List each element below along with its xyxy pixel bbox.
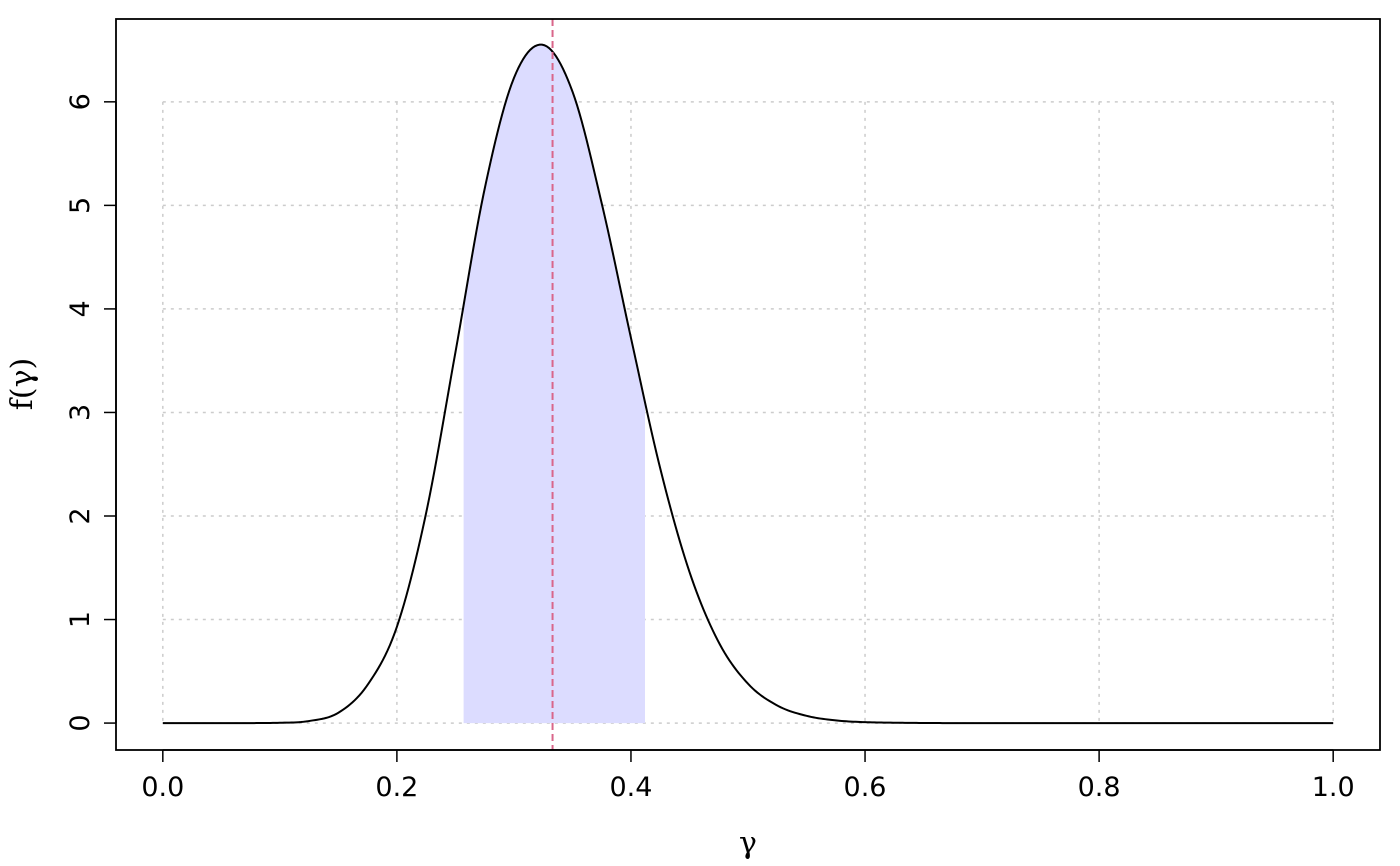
x-axis: 0.0 0.2 0.4 0.6 0.8 1.0	[141, 749, 1355, 803]
y-tick-label-6: 6	[65, 93, 96, 110]
x-tick-label-3: 0.6	[844, 772, 887, 803]
y-tick-label-4: 4	[65, 300, 96, 317]
y-tick-label-1: 1	[65, 611, 96, 628]
y-tick-label-2: 2	[65, 507, 96, 524]
credible-interval-shading	[463, 44, 646, 724]
x-tick-label-5: 1.0	[1312, 772, 1355, 803]
x-tick-label-1: 0.2	[375, 772, 418, 803]
density-curve	[162, 43, 1334, 725]
y-tick-label-5: 5	[65, 197, 96, 214]
y-tick-label-0: 0	[65, 714, 96, 731]
plot-frame	[115, 18, 1381, 751]
x-tick-label-4: 0.8	[1078, 772, 1121, 803]
y-tick-label-3: 3	[65, 404, 96, 421]
grid-lines	[162, 101, 1334, 724]
x-tick-label-0: 0.0	[141, 772, 184, 803]
y-axis-label: f(γ)	[5, 358, 40, 410]
y-axis: 0 1 2 3 4 5 6	[65, 93, 117, 732]
x-tick-label-2: 0.4	[609, 772, 652, 803]
x-axis-label: γ	[739, 826, 757, 861]
